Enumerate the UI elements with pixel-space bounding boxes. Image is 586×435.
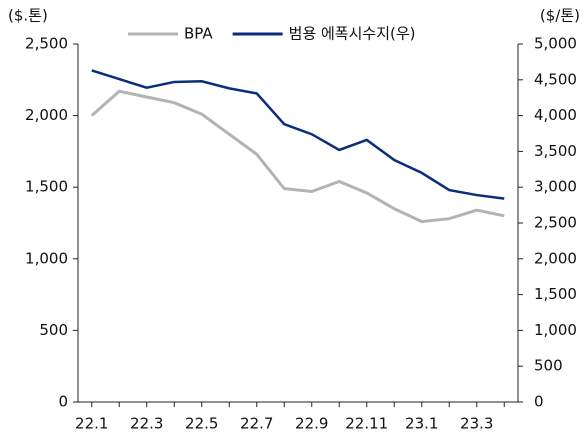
y-axis-title: ($.톤) [8, 7, 48, 25]
series-line [90, 89, 505, 224]
y2-tick-label: 3,000 [534, 178, 577, 196]
y2-tick-label: 2,500 [534, 214, 577, 232]
y-tick-label: 2,500 [25, 35, 68, 53]
x-tick-label: 22.7 [240, 415, 273, 433]
legend-label: 범용 에폭시수지(우) [289, 25, 416, 43]
y2-tick-label: 1,000 [534, 321, 577, 339]
y2-axis-title: ($/톤) [540, 7, 580, 25]
x-tick-label: 22.1 [75, 415, 108, 433]
y-tick-label: 0 [58, 393, 68, 411]
x-tick-label: 22.5 [185, 415, 218, 433]
y-tick-label: 1,500 [25, 178, 68, 196]
y2-tick-label: 500 [534, 357, 563, 375]
y2-tick-label: 5,000 [534, 35, 577, 53]
y2-tick-label: 1,500 [534, 285, 577, 303]
legend-label: BPA [184, 25, 213, 43]
y-tick-label: 1,000 [25, 249, 68, 267]
x-tick-label: 23.3 [460, 415, 493, 433]
y2-tick-label: 2,000 [534, 249, 577, 267]
y-tick-label: 2,000 [25, 106, 68, 124]
y2-tick-label: 0 [534, 393, 544, 411]
series-line [91, 69, 505, 200]
x-tick-label: 22.3 [130, 415, 163, 433]
x-tick-label: 22.11 [345, 415, 388, 433]
y2-tick-label: 4,000 [534, 106, 577, 124]
y-tick-label: 500 [39, 321, 68, 339]
y2-tick-label: 4,500 [534, 70, 577, 88]
y2-tick-label: 3,500 [534, 142, 577, 160]
x-tick-label: 22.9 [295, 415, 328, 433]
x-tick-label: 23.1 [405, 415, 438, 433]
